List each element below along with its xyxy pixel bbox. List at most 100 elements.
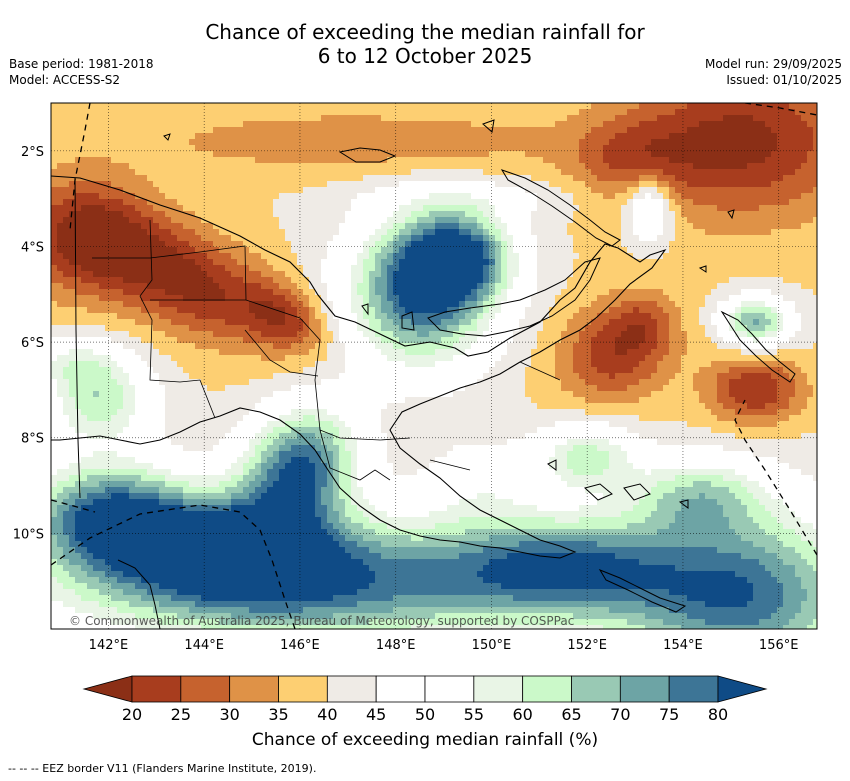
field-cell	[219, 253, 226, 260]
field-cell	[777, 241, 784, 248]
field-cell	[321, 175, 328, 182]
field-cell	[801, 205, 808, 212]
field-cell	[93, 307, 100, 314]
field-cell	[783, 103, 790, 110]
field-cell	[669, 241, 676, 248]
field-cell	[519, 127, 526, 134]
field-cell	[759, 283, 766, 290]
field-cell	[321, 229, 328, 236]
field-cell	[99, 295, 106, 302]
field-cell	[543, 223, 550, 230]
field-cell	[225, 277, 232, 284]
field-cell	[279, 235, 286, 242]
field-cell	[285, 103, 292, 110]
field-cell	[501, 289, 508, 296]
field-cell	[327, 325, 334, 332]
field-cell	[699, 211, 706, 218]
field-cell	[777, 235, 784, 242]
field-cell	[549, 217, 556, 224]
field-cell	[615, 241, 622, 248]
field-cell	[477, 283, 484, 290]
field-cell	[705, 211, 712, 218]
field-cell	[561, 193, 568, 200]
field-cell	[633, 127, 640, 134]
field-cell	[519, 235, 526, 242]
field-cell	[609, 325, 616, 332]
field-cell	[387, 193, 394, 200]
field-cell	[699, 253, 706, 260]
field-cell	[651, 235, 658, 242]
field-cell	[597, 235, 604, 242]
field-cell	[207, 193, 214, 200]
field-cell	[627, 103, 634, 110]
field-cell	[561, 175, 568, 182]
field-cell	[447, 121, 454, 128]
field-cell	[129, 259, 136, 266]
field-cell	[675, 157, 682, 164]
field-cell	[219, 301, 226, 308]
field-cell	[123, 103, 130, 110]
field-cell	[435, 151, 442, 158]
field-cell	[303, 133, 310, 140]
field-cell	[645, 319, 652, 326]
field-cell	[657, 319, 664, 326]
field-cell	[669, 271, 676, 278]
field-cell	[195, 127, 202, 134]
field-cell	[639, 235, 646, 242]
field-cell	[345, 253, 352, 260]
field-cell	[687, 301, 694, 308]
field-cell	[795, 121, 802, 128]
field-cell	[393, 199, 400, 206]
field-cell	[399, 163, 406, 170]
field-cell	[531, 163, 538, 170]
field-cell	[597, 157, 604, 164]
field-cell	[687, 121, 694, 128]
field-cell	[249, 169, 256, 176]
field-cell	[765, 277, 772, 284]
field-cell	[327, 265, 334, 272]
field-cell	[141, 187, 148, 194]
field-cell	[333, 115, 340, 122]
field-cell	[705, 295, 712, 302]
field-cell	[603, 235, 610, 242]
field-cell	[315, 307, 322, 314]
field-cell	[573, 181, 580, 188]
field-cell	[723, 229, 730, 236]
field-cell	[543, 265, 550, 272]
field-cell	[711, 307, 718, 314]
field-cell	[543, 271, 550, 278]
field-cell	[375, 103, 382, 110]
field-cell	[339, 295, 346, 302]
field-cell	[195, 283, 202, 290]
field-cell	[549, 223, 556, 230]
field-cell	[381, 271, 388, 278]
field-cell	[585, 319, 592, 326]
field-cell	[441, 109, 448, 116]
field-cell	[537, 115, 544, 122]
field-cell	[519, 307, 526, 314]
field-cell	[357, 181, 364, 188]
field-cell	[345, 271, 352, 278]
field-cell	[789, 265, 796, 272]
field-cell	[729, 319, 736, 326]
field-cell	[765, 169, 772, 176]
field-cell	[111, 313, 118, 320]
field-cell	[525, 139, 532, 146]
field-cell	[705, 181, 712, 188]
field-cell	[549, 265, 556, 272]
field-cell	[555, 199, 562, 206]
field-cell	[483, 313, 490, 320]
field-cell	[669, 139, 676, 146]
field-cell	[387, 103, 394, 110]
field-cell	[447, 313, 454, 320]
field-cell	[51, 241, 58, 248]
field-cell	[159, 331, 166, 338]
field-cell	[759, 115, 766, 122]
field-cell	[459, 121, 466, 128]
field-cell	[273, 283, 280, 290]
field-cell	[261, 319, 268, 326]
field-cell	[759, 187, 766, 194]
field-cell	[411, 265, 418, 272]
field-cell	[381, 127, 388, 134]
field-cell	[735, 145, 742, 152]
